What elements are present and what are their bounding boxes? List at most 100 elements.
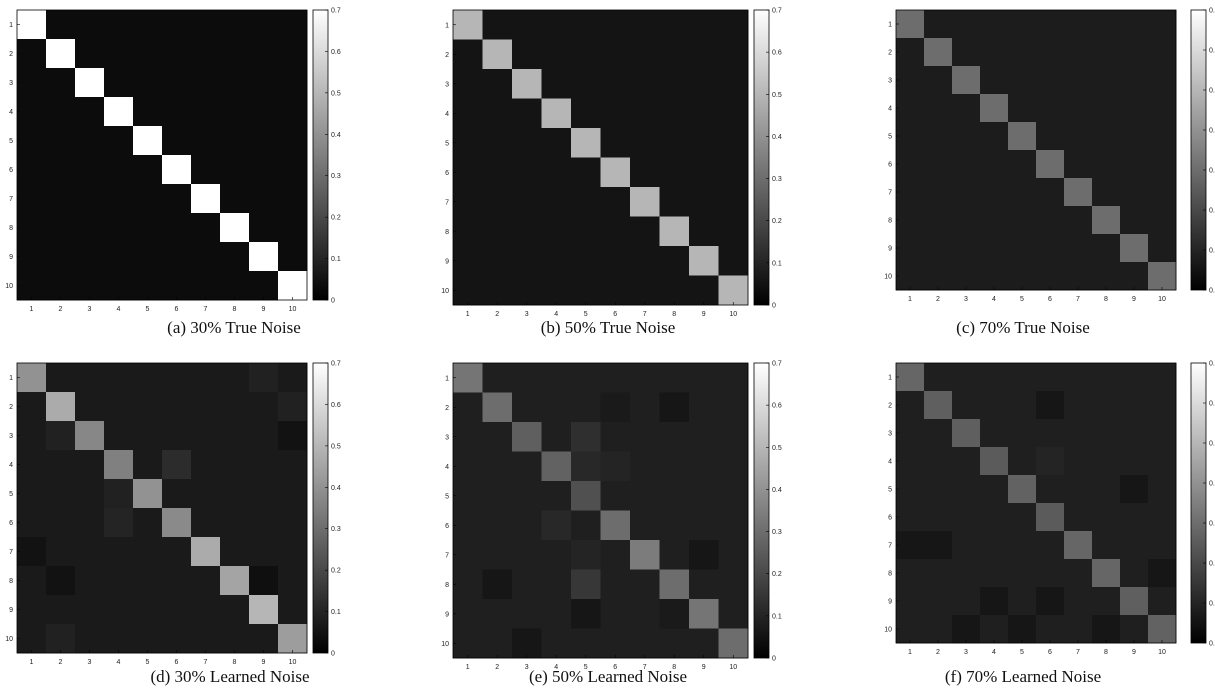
heatmap-cell (220, 363, 250, 393)
caption-d: (d) 30% Learned Noise (150, 667, 310, 686)
caption-b: (b) 50% True Noise (540, 318, 676, 337)
heatmap-cell (133, 595, 163, 625)
heatmap-cell (630, 275, 660, 306)
heatmap-cell (630, 39, 660, 70)
heatmap-cell (689, 392, 719, 423)
caption-f: (f) 70% Learned Noise (944, 667, 1102, 686)
heatmap-cell (512, 510, 542, 541)
heatmap-cell (718, 510, 749, 541)
heatmap-cell (46, 68, 76, 98)
heatmap-cell (104, 595, 134, 625)
heatmap-cell (133, 566, 163, 596)
heatmap-cell (1092, 615, 1121, 644)
heatmap-cell (17, 479, 47, 509)
heatmap-cell (718, 392, 749, 423)
heatmap-cell (220, 155, 250, 185)
heatmap-cell (924, 66, 953, 95)
y-tick-label: 6 (9, 167, 13, 174)
heatmap-cell (600, 363, 631, 393)
heatmap-cell (162, 242, 192, 272)
heatmap-cell (191, 155, 221, 185)
heatmap-cell (718, 540, 749, 570)
colorbar-tick-label: 0.6 (331, 402, 341, 409)
heatmap-cell (453, 246, 483, 276)
heatmap-cell (46, 213, 76, 243)
heatmap-cell (17, 126, 47, 156)
x-tick-label: 6 (613, 311, 617, 318)
heatmap-cell (162, 624, 192, 654)
heatmap-cell (600, 39, 631, 70)
heatmap-cell (689, 98, 719, 129)
heatmap-panel-2: 1 1 2 2 3 3 4 4 5 5 6 6 7 7 8 8 9 9 10 10 0 0.1 0.2 0.3 0.4 0.5 0.… (441, 8, 782, 319)
heatmap-cell (1064, 391, 1093, 420)
heatmap-cell (1120, 262, 1149, 291)
heatmap-cell (980, 206, 1009, 235)
x-tick-label: 3 (88, 306, 92, 313)
x-tick-label: 2 (495, 664, 499, 671)
heatmap-cell (980, 391, 1009, 420)
y-tick-label: 8 (888, 218, 892, 225)
heatmap-cell (278, 566, 308, 596)
heatmap-cell (924, 559, 953, 588)
heatmap-cell (75, 566, 105, 596)
x-tick-label: 8 (233, 659, 237, 666)
heatmap-cell (980, 122, 1009, 151)
heatmap-cell (453, 628, 483, 659)
heatmap-cell (952, 531, 981, 560)
heatmap-cell (952, 38, 981, 67)
heatmap-cell (162, 363, 192, 393)
y-tick-label: 9 (888, 246, 892, 253)
heatmap-cell (1120, 503, 1149, 532)
heatmap-cell (1120, 419, 1149, 448)
heatmap-cell (1148, 503, 1177, 532)
heatmap-cell (249, 450, 279, 480)
heatmap-cell (600, 10, 631, 40)
heatmap-cell (541, 569, 572, 600)
heatmap-cell (689, 481, 719, 511)
y-tick-label: 1 (888, 22, 892, 29)
heatmap-cell (571, 510, 601, 541)
plot-frame (452, 9, 749, 306)
heatmap-cell (689, 599, 719, 629)
heatmap-cell (133, 97, 163, 127)
x-tick-label: 5 (584, 664, 588, 671)
heatmap-cell (512, 98, 542, 129)
heatmap-cell (46, 566, 76, 596)
heatmap-cell (133, 392, 163, 422)
heatmap-cell (924, 122, 953, 151)
heatmap-cell (453, 363, 483, 393)
heatmap-cell (980, 66, 1009, 95)
x-tick-label: 7 (204, 306, 208, 313)
x-tick-label: 1 (466, 664, 470, 671)
heatmap-cell (571, 451, 601, 482)
heatmap-cell (17, 213, 47, 243)
heatmap-cell (630, 187, 660, 217)
heatmap-cell (1120, 178, 1149, 207)
heatmap-cell (220, 68, 250, 98)
heatmap-cell (17, 271, 47, 301)
heatmap-cell (1008, 419, 1037, 448)
x-tick-label: 8 (1104, 649, 1108, 656)
heatmap-cell (162, 595, 192, 625)
heatmap-cell (896, 363, 925, 392)
heatmap-cell (1008, 615, 1037, 644)
x-tick-label: 5 (1020, 296, 1024, 303)
y-tick-label: 2 (9, 51, 13, 58)
heatmap-cell (541, 628, 572, 659)
heatmap-cell (630, 69, 660, 99)
heatmap-cell (104, 155, 134, 185)
heatmap-cell (896, 178, 925, 207)
heatmap-cell (1064, 475, 1093, 504)
heatmap-cell (162, 392, 192, 422)
heatmap-cell (924, 615, 953, 644)
heatmap-cell (512, 157, 542, 188)
heatmap-cell (512, 628, 542, 659)
heatmap-cell (278, 537, 308, 567)
heatmap-cell (1036, 178, 1065, 207)
heatmap-cell (46, 126, 76, 156)
y-tick-label: 2 (9, 404, 13, 411)
heatmap-cell (46, 184, 76, 214)
heatmap-cell (191, 392, 221, 422)
heatmap-cell (1092, 66, 1121, 95)
